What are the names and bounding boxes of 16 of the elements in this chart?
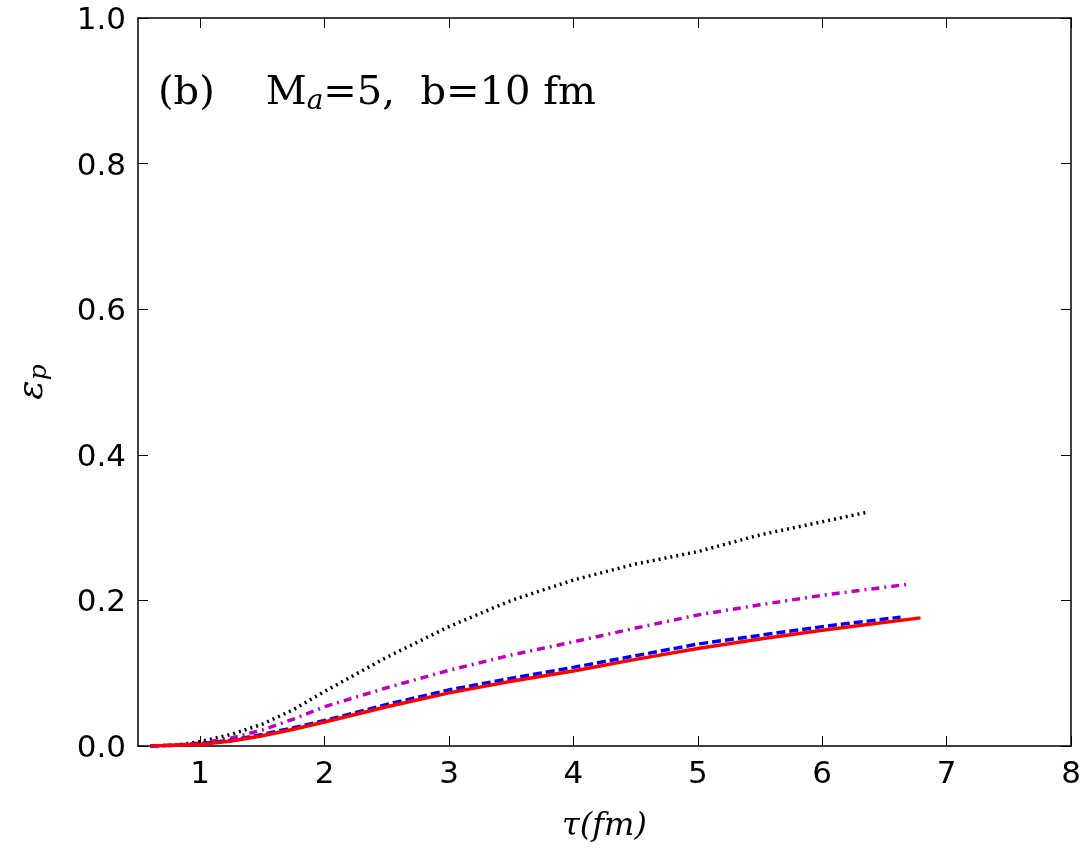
y-tick-label: 0.0 <box>76 728 126 764</box>
x-tick-label: 1 <box>190 753 211 790</box>
y-tick-label: 0.2 <box>76 582 126 619</box>
y-tick-label: 1.0 <box>76 0 126 36</box>
x-tick-label: 4 <box>563 753 584 790</box>
x-tick-label: 5 <box>687 753 708 790</box>
x-tick-label: 6 <box>812 753 833 790</box>
y-tick-label: 0.4 <box>76 436 126 473</box>
x-tick-label: 2 <box>314 753 335 790</box>
x-tick-label: 3 <box>439 753 459 790</box>
y-tick-label: 0.8 <box>76 145 126 182</box>
y-axis-title: εp <box>9 364 52 400</box>
y-tick-label: 0.6 <box>76 291 126 328</box>
x-axis-title: τ(fm) <box>562 805 647 843</box>
x-tick-label: 8 <box>1061 753 1081 790</box>
x-tick-label: 7 <box>936 753 957 790</box>
